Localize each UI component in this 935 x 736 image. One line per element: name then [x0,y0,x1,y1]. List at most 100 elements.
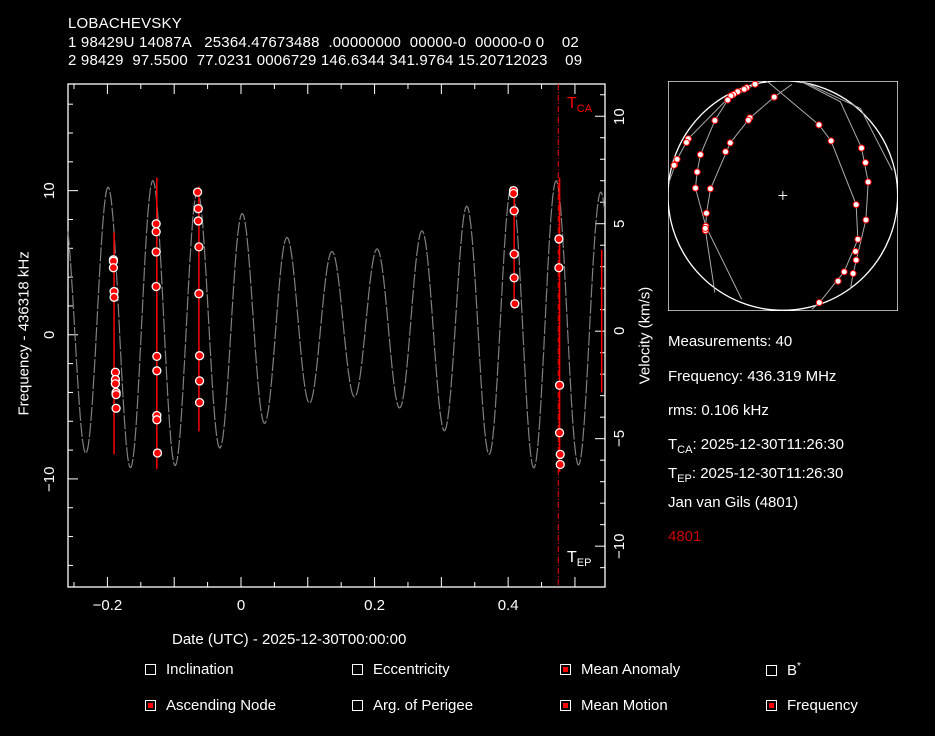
data-point [554,234,564,244]
sky-point [857,144,866,152]
data-point [151,219,161,229]
data-point [509,249,519,259]
checkbox-arg-of-perigee[interactable]: Arg. of Perigee [352,697,473,714]
data-point [111,389,121,400]
sky-point [770,93,778,101]
data-point [152,366,162,376]
data-point [110,379,121,389]
y2-axis-label: Velocity (km/s) [636,286,654,385]
measurements-count: Measurements: 40 [668,333,793,350]
pass-track [668,96,731,183]
data-point [151,281,161,292]
checkbox-label: Inclination [166,661,234,678]
data-point [194,351,205,361]
pass-track [803,81,893,171]
tle-line-1: 1 98429U 14087A 25364.47673488 .00000000… [68,34,579,51]
sky-point [815,121,823,129]
data-point [192,187,203,197]
sky-point [701,224,709,232]
data-point [111,403,121,413]
checkbox-mean-motion[interactable]: Mean Motion [560,697,668,714]
y2-tick-label: 5 [611,219,628,228]
rms-value: rms: 0.106 kHz [668,402,769,419]
sky-point [702,209,710,217]
checkbox-box[interactable] [766,700,777,711]
sky-point [740,85,748,93]
checkbox-label: Mean Anomaly [581,661,681,678]
sky-point [682,138,690,147]
data-point [554,380,565,390]
y-tick-label: −10 [41,466,58,492]
checkbox-inclination[interactable]: Inclination [145,661,234,678]
x-tick-label: 0.2 [364,597,385,614]
checkbox-mean-anomaly[interactable]: Mean Anomaly [560,661,680,678]
data-point [509,273,519,283]
checkbox-label: Ascending Node [166,697,277,714]
checkbox-label: Frequency [787,697,858,714]
skyplot [668,81,898,311]
data-point [193,216,203,226]
frequency-value: Frequency: 436.319 MHz [668,368,837,385]
sky-point [693,168,701,176]
data-point [508,188,519,199]
checkbox-label: Mean Motion [581,697,668,714]
sky-point [840,268,848,276]
y-tick-label: 10 [41,182,58,200]
y2-tick-label: −5 [611,430,628,448]
data-point [152,415,162,425]
site-id: 4801 [668,528,702,545]
y2-tick-label: −10 [611,533,628,559]
sky-point [849,270,857,278]
checkbox-box[interactable] [560,664,571,675]
sky-point [726,139,734,147]
sky-point [852,256,860,264]
data-point [194,376,205,386]
checkbox-box[interactable] [352,700,363,711]
checkbox-label: Arg. of Perigee [373,697,474,714]
x-tick-label: 0 [236,597,246,614]
y2-tick-label: 10 [611,108,628,125]
data-point [152,351,162,362]
sky-point [696,151,704,159]
data-point [554,263,564,273]
horizon-circle [668,81,898,311]
sky-point [706,185,714,193]
checkbox-box[interactable] [766,664,777,676]
sky-point [834,277,842,285]
y-tick-label: 0 [41,330,58,340]
sky-point [862,216,870,224]
checkbox-b[interactable]: B* [766,661,801,679]
checkbox-box[interactable] [352,664,363,675]
checkbox-box[interactable] [145,664,156,675]
data-point [555,449,565,460]
sky-point [691,184,699,192]
x-tick-label: 0.4 [497,597,519,614]
checkbox-frequency[interactable]: Frequency [766,697,858,714]
sky-point [724,96,732,104]
sky-point [827,137,835,145]
plot-frame [67,83,606,588]
y2-tick-label: 0 [611,327,628,336]
sky-point [744,116,752,124]
sky-point [670,161,678,169]
checkbox-box[interactable] [145,700,156,711]
superscript: * [797,661,801,672]
data-point [108,263,119,273]
checkbox-ascending-node[interactable]: Ascending Node [145,697,276,714]
tep-value: TEP: 2025-12-30T11:26:30 [668,465,844,485]
x-tick-label: −0.2 [92,597,123,614]
sky-point [861,159,869,167]
sky-point [852,201,860,209]
data-point [194,397,205,408]
checkbox-eccentricity[interactable]: Eccentricity [352,661,450,678]
satellite-name: LOBACHEVSKY [68,15,182,32]
checkbox-label: B* [787,661,801,679]
data-point [109,292,119,302]
zenith-cross-icon [778,191,788,200]
y-axis-label: Frequency - 436318 kHz [15,251,33,416]
data-point [510,299,520,309]
x-axis-label: Date (UTC) - 2025-12-30T00:00:00 [172,631,407,648]
checkbox-box[interactable] [560,700,571,711]
observer-name: Jan van Gils (4801) [668,494,799,511]
